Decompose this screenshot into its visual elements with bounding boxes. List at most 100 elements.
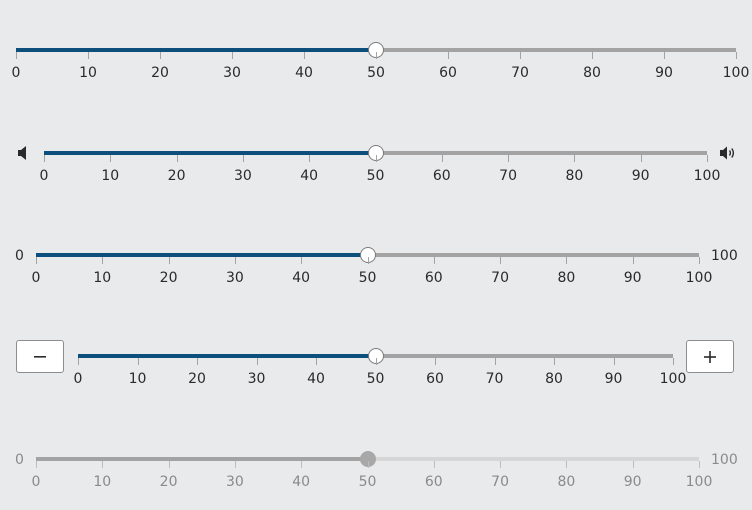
tick-label: 50 — [358, 474, 377, 490]
tick-mark — [102, 461, 104, 468]
tick-label: 80 — [545, 371, 563, 387]
tick-mark — [375, 155, 377, 162]
tick-label: 30 — [223, 65, 241, 81]
tick-label: 20 — [167, 168, 186, 184]
tick-label: 60 — [424, 474, 443, 490]
tick-mark — [44, 155, 45, 162]
tick-label: 70 — [511, 65, 529, 81]
tick-mark — [500, 257, 502, 264]
tick-label: 70 — [491, 270, 510, 286]
tick-label: 50 — [366, 371, 385, 387]
tick-label: 100 — [685, 474, 713, 490]
minus-icon — [34, 356, 46, 358]
tick-mark — [592, 52, 593, 59]
tick-label: 50 — [366, 168, 385, 184]
tick-scale: 0 10 20 30 40 50 60 70 80 90 100 — [74, 358, 686, 388]
tick-mark — [232, 52, 233, 59]
tick-label: 40 — [300, 168, 319, 184]
tick-mark — [494, 358, 496, 365]
slider-fill — [78, 354, 376, 358]
tick-mark — [88, 52, 89, 59]
tick-label: 30 — [233, 168, 252, 184]
tick-mark — [110, 155, 112, 162]
tick-mark — [316, 358, 317, 365]
tick-mark — [632, 257, 634, 264]
tick-label: 100 — [722, 65, 750, 81]
tick-label: 0 — [11, 65, 21, 81]
tick-label: 70 — [485, 371, 504, 387]
volume-high-icon[interactable] — [719, 144, 737, 162]
tick-mark — [367, 257, 369, 264]
tick-label: 0 — [73, 371, 83, 387]
tick-mark — [16, 52, 17, 59]
slider-fill — [36, 457, 368, 461]
tick-label: 30 — [225, 474, 244, 490]
tick-mark — [376, 52, 377, 59]
tick-mark — [304, 52, 305, 59]
tick-label: 50 — [358, 270, 377, 286]
tick-mark — [736, 52, 737, 59]
tick-mark — [301, 257, 303, 264]
tick-mark — [234, 461, 236, 468]
decrement-button[interactable] — [16, 340, 64, 373]
tick-mark — [234, 257, 236, 264]
tick-mark — [375, 358, 377, 365]
tick-label: 70 — [499, 168, 518, 184]
max-label: 100 — [711, 452, 738, 468]
min-label: 0 — [15, 248, 24, 264]
tick-mark — [699, 257, 700, 264]
tick-mark — [554, 358, 555, 365]
tick-label: 80 — [583, 65, 601, 81]
tick-mark — [566, 257, 568, 264]
min-label: 0 — [15, 452, 24, 468]
slider-fill — [44, 151, 376, 155]
tick-label: 10 — [101, 168, 120, 184]
tick-mark — [256, 358, 258, 365]
slider-fill — [36, 253, 368, 257]
tick-mark — [160, 52, 161, 59]
slider-track[interactable]: 0 10 20 30 40 50 60 70 80 90 100 — [12, 42, 749, 80]
tick-mark — [500, 461, 502, 468]
tick-mark — [168, 257, 170, 264]
tick-mark — [632, 461, 634, 468]
tick-mark — [78, 358, 79, 365]
tick-mark — [433, 461, 435, 468]
tick-mark — [433, 257, 435, 264]
tick-label: 90 — [623, 474, 642, 490]
tick-mark — [176, 155, 178, 162]
tick-mark — [441, 155, 443, 162]
tick-label: 0 — [31, 474, 41, 490]
tick-mark — [36, 257, 37, 264]
tick-label: 60 — [439, 65, 457, 81]
volume-low-icon[interactable] — [15, 144, 33, 162]
slider-fill — [16, 48, 376, 52]
tick-label: 100 — [685, 270, 713, 286]
tick-label: 10 — [128, 371, 147, 387]
tick-label: 100 — [659, 371, 687, 387]
tick-label: 10 — [93, 270, 112, 286]
tick-scale: 0 10 20 30 40 50 60 70 80 90 100 — [32, 461, 712, 491]
tick-mark — [448, 52, 449, 59]
tick-mark — [197, 358, 198, 365]
tick-mark — [566, 461, 568, 468]
tick-label: 10 — [93, 474, 112, 490]
max-label: 100 — [711, 248, 738, 264]
tick-mark — [137, 358, 139, 365]
tick-label: 90 — [623, 270, 642, 286]
slider-track[interactable]: 0 10 20 30 40 50 60 70 80 90 100 — [74, 348, 686, 386]
tick-mark — [707, 155, 708, 162]
tick-label: 90 — [604, 371, 623, 387]
tick-label: 0 — [39, 168, 49, 184]
tick-mark — [367, 461, 369, 468]
tick-label: 80 — [557, 270, 576, 286]
tick-label: 60 — [426, 371, 444, 387]
tick-scale: 0 10 20 30 40 50 60 70 80 90 100 — [32, 257, 712, 287]
slider-track[interactable]: 0 10 20 30 40 50 60 70 80 90 100 — [40, 145, 720, 183]
tick-label: 20 — [188, 371, 206, 387]
tick-mark — [520, 52, 521, 59]
increment-button[interactable] — [686, 340, 734, 373]
tick-mark — [640, 155, 642, 162]
slider-track[interactable]: 0 10 20 30 40 50 60 70 80 90 100 — [32, 247, 712, 285]
tick-mark — [435, 358, 436, 365]
